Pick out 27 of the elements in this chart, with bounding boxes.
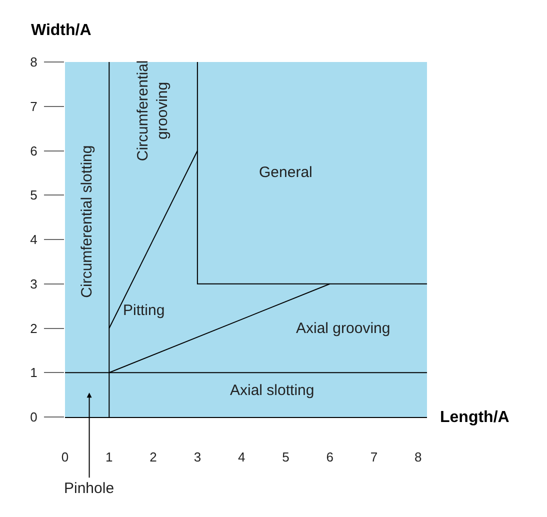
x-axis-title: Length/A xyxy=(440,409,510,426)
x-tick-label: 0 xyxy=(61,450,69,465)
y-tick-label: 2 xyxy=(30,320,38,336)
y-tick-label: 6 xyxy=(30,143,38,158)
y-tick-label: 8 xyxy=(30,54,38,70)
y-tick-label: 1 xyxy=(30,365,38,380)
annotation: Axial slotting xyxy=(230,382,314,399)
text: Pinhole xyxy=(64,480,114,497)
annotation: Pitting xyxy=(123,302,165,319)
x-tick-label: 6 xyxy=(326,450,334,465)
x-tick-label: 2 xyxy=(150,450,157,465)
x-tick-label: 3 xyxy=(194,450,202,465)
annotation: Axial grooving xyxy=(296,320,390,337)
y-tick-label: 5 xyxy=(30,188,38,203)
annotation: Circumferential slotting xyxy=(78,145,96,298)
y-tick-label: 0 xyxy=(30,410,38,425)
y-tick-label: 3 xyxy=(30,276,38,292)
y-axis-title: Width/A xyxy=(31,22,92,39)
y-tick-label: 4 xyxy=(30,232,38,248)
x-tick-label: 7 xyxy=(370,450,378,465)
annotation: Circumferential grooving xyxy=(134,60,171,162)
x-tick-label: 5 xyxy=(282,450,290,465)
x-tick-label: 1 xyxy=(106,450,113,465)
x-tick-label: 4 xyxy=(238,450,246,465)
annotation: General xyxy=(259,164,312,181)
x-tick-label: 8 xyxy=(414,450,422,465)
y-tick-label: 7 xyxy=(30,98,38,114)
